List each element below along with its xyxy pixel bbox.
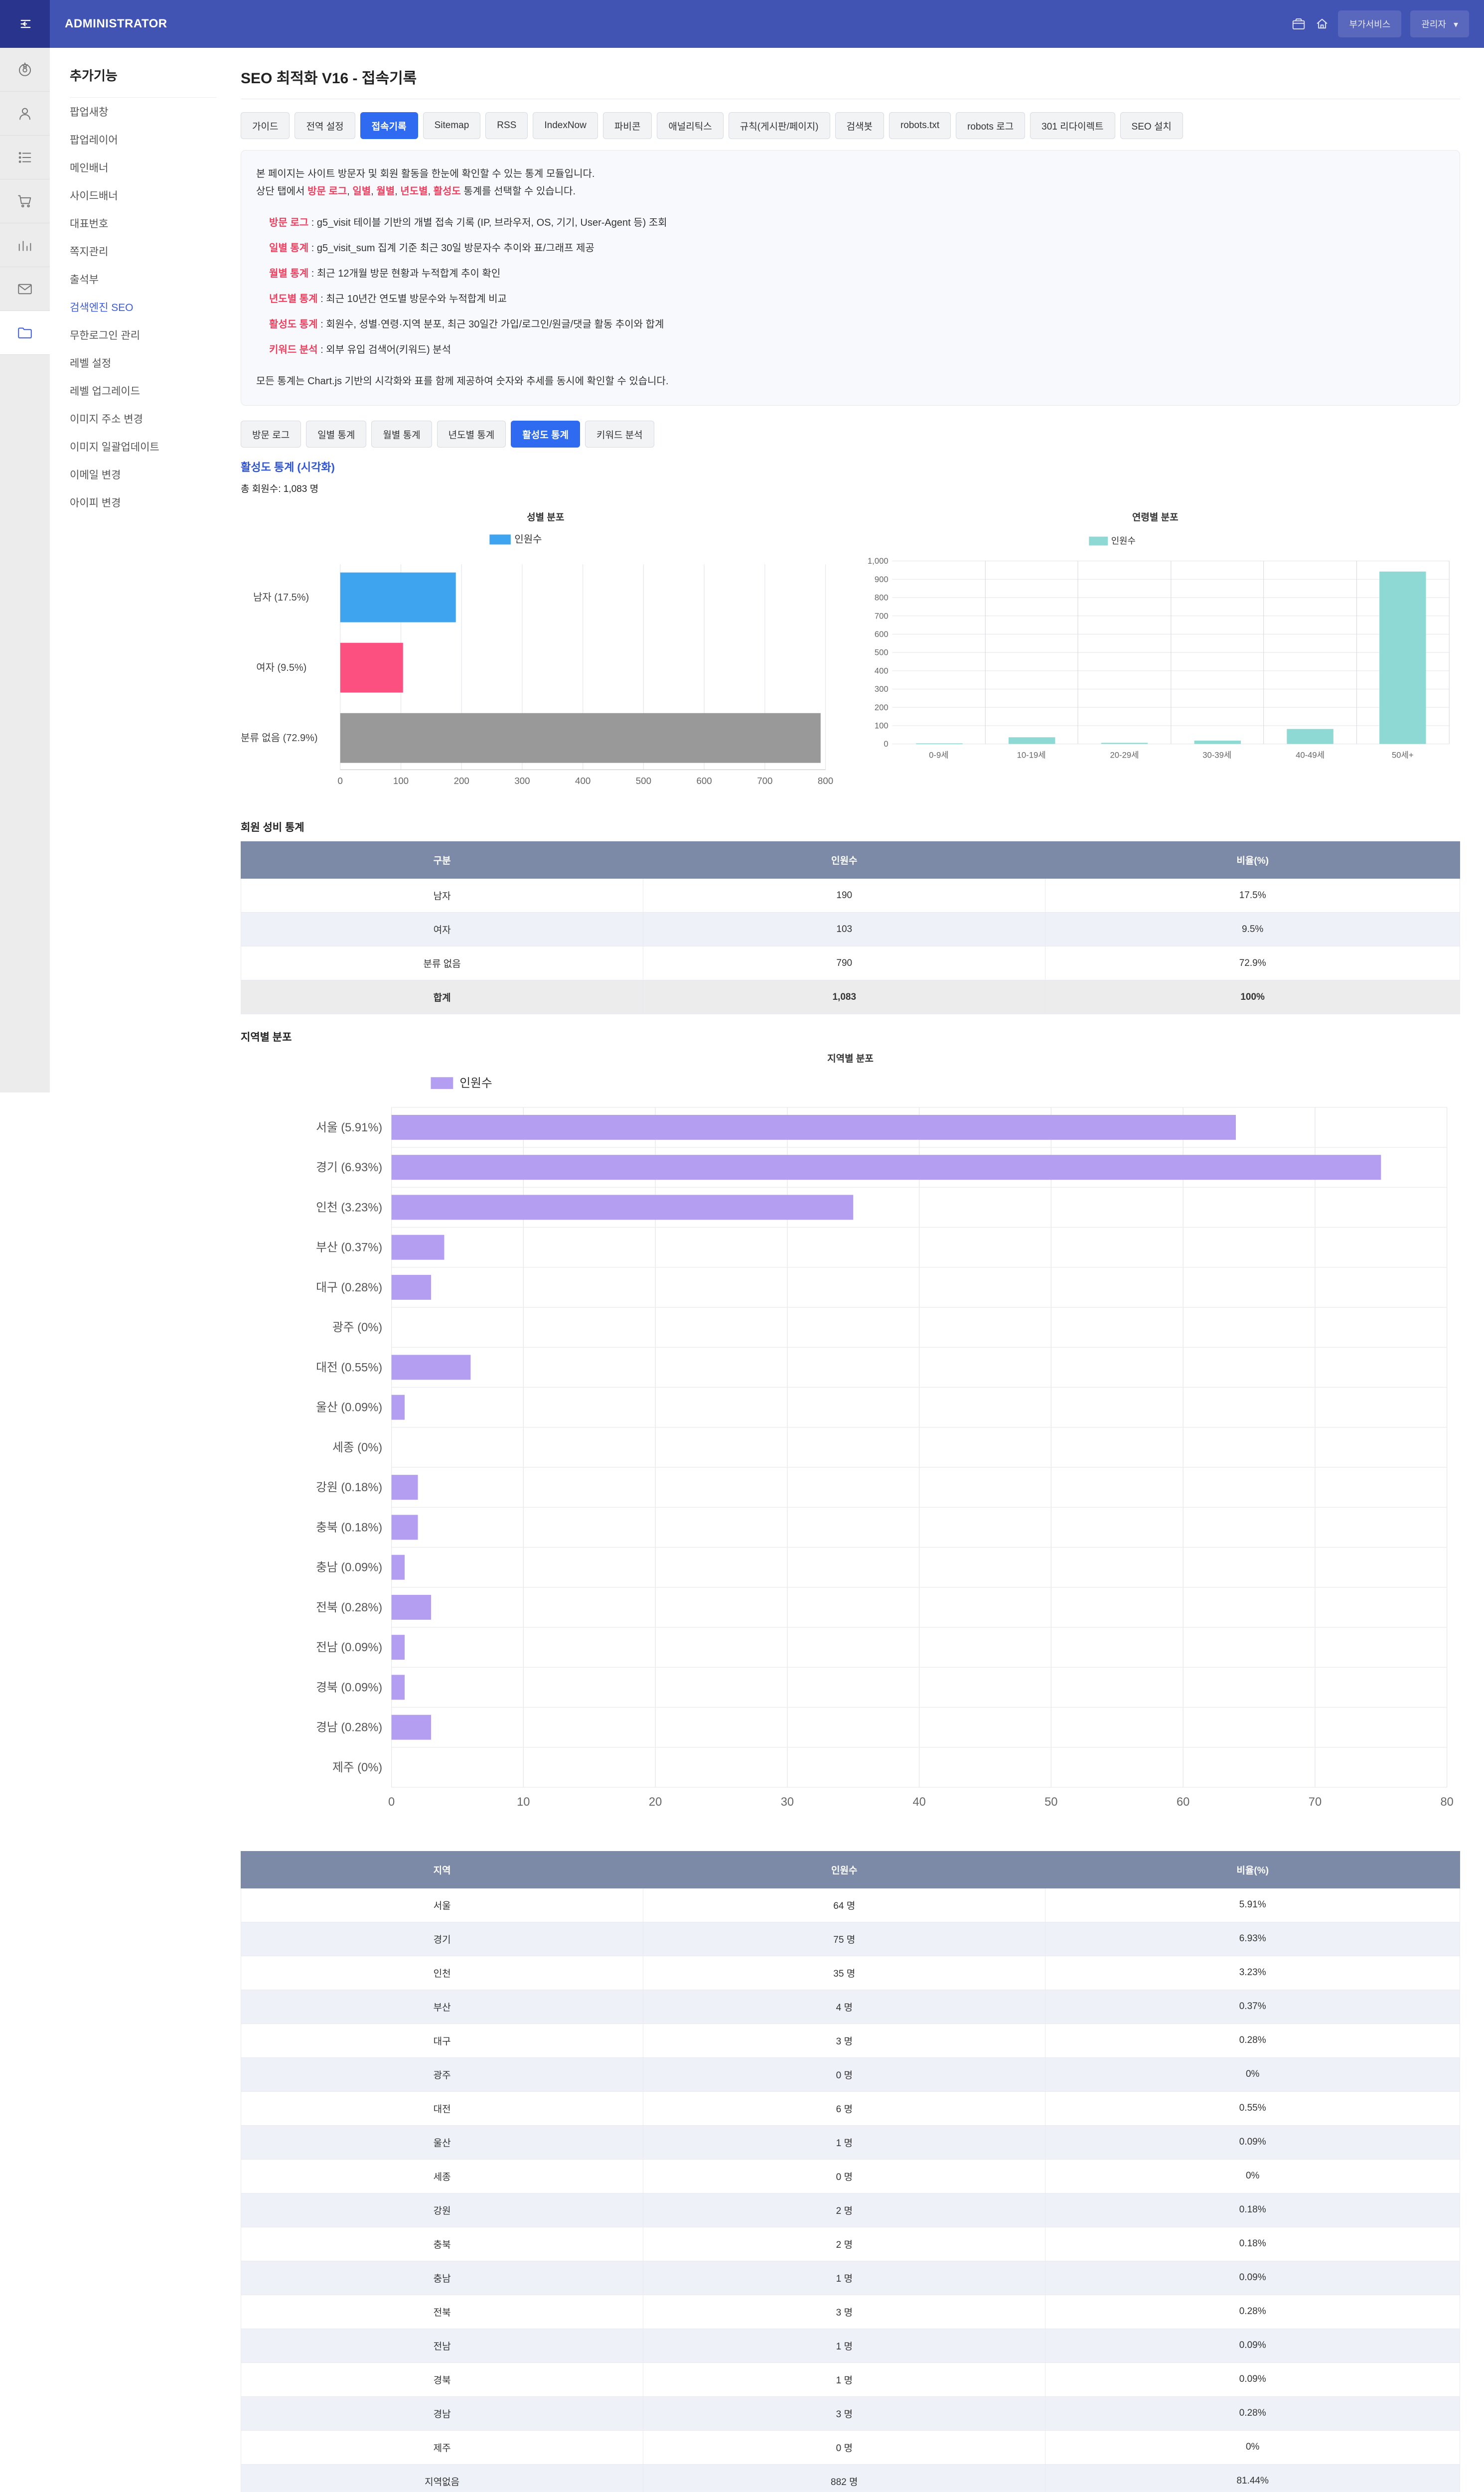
svg-text:10: 10	[517, 1796, 530, 1809]
svg-text:남자 (17.5%): 남자 (17.5%)	[253, 592, 309, 603]
svg-text:광주 (0%): 광주 (0%)	[332, 1321, 382, 1334]
svg-text:0-9세: 0-9세	[929, 750, 948, 760]
svg-text:경북 (0.09%): 경북 (0.09%)	[316, 1681, 382, 1695]
svg-text:900: 900	[874, 575, 888, 584]
svg-text:강원 (0.18%): 강원 (0.18%)	[316, 1481, 382, 1494]
svg-text:20-29세: 20-29세	[1110, 750, 1139, 760]
svg-text:600: 600	[696, 776, 712, 786]
svg-text:30: 30	[781, 1796, 794, 1809]
svg-text:0: 0	[338, 776, 343, 786]
svg-text:400: 400	[874, 666, 888, 675]
svg-text:충남 (0.09%): 충남 (0.09%)	[316, 1561, 382, 1574]
svg-text:100: 100	[393, 776, 409, 786]
svg-text:200: 200	[874, 703, 888, 712]
svg-text:300: 300	[514, 776, 530, 786]
svg-text:서울 (5.91%): 서울 (5.91%)	[316, 1121, 382, 1134]
svg-text:50세+: 50세+	[1391, 750, 1413, 760]
svg-text:1,000: 1,000	[867, 556, 888, 566]
svg-text:0: 0	[884, 739, 888, 749]
svg-text:여자 (9.5%): 여자 (9.5%)	[256, 662, 306, 673]
svg-text:충북 (0.18%): 충북 (0.18%)	[316, 1521, 382, 1535]
svg-text:분류 없음 (72.9%): 분류 없음 (72.9%)	[241, 732, 318, 744]
svg-text:600: 600	[874, 629, 888, 639]
svg-text:0: 0	[388, 1796, 395, 1809]
svg-text:전북 (0.28%): 전북 (0.28%)	[316, 1601, 382, 1614]
svg-text:인원수: 인원수	[459, 1077, 492, 1090]
svg-text:400: 400	[575, 776, 591, 786]
svg-text:80: 80	[1440, 1796, 1453, 1809]
svg-text:울산 (0.09%): 울산 (0.09%)	[316, 1401, 382, 1414]
svg-text:700: 700	[874, 611, 888, 621]
svg-text:경남 (0.28%): 경남 (0.28%)	[316, 1721, 382, 1734]
svg-text:800: 800	[818, 776, 833, 786]
svg-text:인원수: 인원수	[1111, 536, 1135, 546]
svg-text:인원수: 인원수	[514, 534, 542, 545]
svg-text:500: 500	[874, 648, 888, 657]
svg-text:70: 70	[1309, 1796, 1322, 1809]
svg-text:40: 40	[912, 1796, 925, 1809]
svg-text:경기 (6.93%): 경기 (6.93%)	[316, 1161, 382, 1174]
svg-text:세종 (0%): 세종 (0%)	[332, 1441, 382, 1454]
svg-text:40-49세: 40-49세	[1296, 750, 1325, 760]
svg-text:대구 (0.28%): 대구 (0.28%)	[316, 1281, 382, 1294]
svg-text:20: 20	[649, 1796, 662, 1809]
svg-text:60: 60	[1177, 1796, 1189, 1809]
svg-text:200: 200	[454, 776, 469, 786]
svg-text:100: 100	[874, 721, 888, 731]
svg-text:10-19세: 10-19세	[1017, 750, 1045, 760]
svg-text:30-39세: 30-39세	[1202, 750, 1231, 760]
svg-text:50: 50	[1044, 1796, 1057, 1809]
svg-text:500: 500	[636, 776, 651, 786]
svg-text:부산 (0.37%): 부산 (0.37%)	[316, 1241, 382, 1254]
svg-text:인천 (3.23%): 인천 (3.23%)	[316, 1201, 382, 1215]
svg-text:전남 (0.09%): 전남 (0.09%)	[316, 1641, 382, 1654]
svg-text:800: 800	[874, 593, 888, 603]
svg-text:대전 (0.55%): 대전 (0.55%)	[316, 1361, 382, 1375]
svg-text:700: 700	[757, 776, 772, 786]
svg-text:300: 300	[874, 684, 888, 694]
svg-text:제주 (0%): 제주 (0%)	[332, 1761, 382, 1774]
